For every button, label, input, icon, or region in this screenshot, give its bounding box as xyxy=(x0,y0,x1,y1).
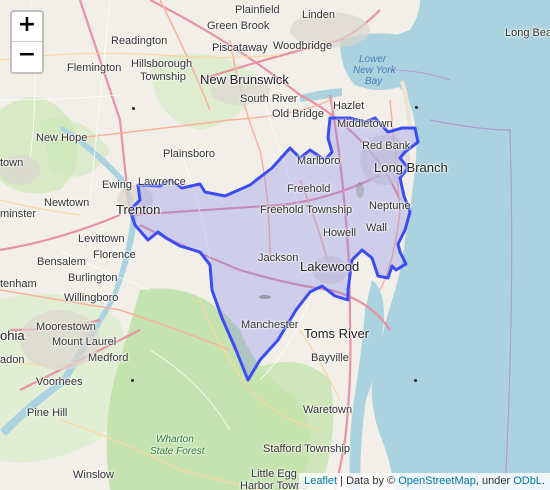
place-label: Long Beach xyxy=(505,27,550,39)
place-label: Harbor Towns xyxy=(240,480,308,490)
forest-label: Wharton xyxy=(156,434,194,445)
attribution-text: | Data by © xyxy=(337,474,399,487)
place-label: South River xyxy=(240,93,298,105)
place-dot xyxy=(415,106,418,109)
place-label: Pine Hill xyxy=(27,407,68,419)
place-label: Bensalem xyxy=(37,256,86,268)
place-label: Moorestown xyxy=(36,321,96,333)
place-label: Ewing xyxy=(102,179,132,191)
region-outline xyxy=(128,116,420,382)
place-label: Medford xyxy=(88,352,129,364)
place-label: Manchester xyxy=(241,319,299,331)
place-label: Florence xyxy=(93,249,136,261)
place-label: Wall xyxy=(366,222,387,234)
osm-link[interactable]: OpenStreetMap xyxy=(398,474,476,487)
zoom-out-button[interactable]: − xyxy=(12,42,42,72)
place-label: Linden xyxy=(302,9,336,21)
odbl-link[interactable]: ODbL xyxy=(513,474,542,487)
place-label: Howell xyxy=(323,227,357,239)
place-label: Marlboro xyxy=(297,155,341,167)
place-dot xyxy=(131,379,134,382)
place-label: New Brunswick xyxy=(200,72,289,87)
place-label: Stafford Township xyxy=(263,443,351,455)
place-label: Long Branch xyxy=(374,160,448,175)
place-label: Lawrence xyxy=(138,176,186,188)
place-label: Flemington xyxy=(67,62,122,74)
forest-label: State Forest xyxy=(150,446,205,457)
attribution-text: . xyxy=(541,474,545,487)
zoom-control: + − xyxy=(10,10,44,74)
place-label: Winslow xyxy=(73,469,114,481)
attribution-text: , under xyxy=(475,474,514,487)
place-label: Mount Laurel xyxy=(52,336,117,348)
place-label: Freehold xyxy=(287,183,331,195)
place-label: Levittown xyxy=(78,233,125,245)
place-label: Plainfield xyxy=(235,4,280,16)
place-label: Voorhees xyxy=(36,376,83,388)
place-label: Toms River xyxy=(304,326,370,341)
place-label: Red Bank xyxy=(362,140,411,152)
place-label: Piscataway xyxy=(212,42,268,54)
place-label: Township xyxy=(140,71,186,83)
place-label: Willingboro xyxy=(64,292,119,304)
place-label: Bayville xyxy=(311,352,349,364)
water-label: Lower xyxy=(359,54,387,65)
place-label: tenham xyxy=(0,278,37,290)
place-label: Old Bridge xyxy=(272,108,324,120)
place-label: ohia xyxy=(0,328,25,343)
place-label: Trenton xyxy=(116,202,161,217)
place-label: Hazlet xyxy=(333,100,365,112)
place-dot xyxy=(132,107,135,110)
place-label: Hillsborough xyxy=(131,58,193,70)
water-label: Bay xyxy=(365,76,383,87)
place-label: adon xyxy=(0,354,25,366)
place-label: Lakewood xyxy=(300,259,360,274)
place-label: Green Brook xyxy=(207,20,270,32)
place-label: Freehold Township xyxy=(260,204,353,216)
place-label: Jackson xyxy=(258,252,299,264)
place-label: Waretown xyxy=(303,404,353,416)
place-label: minster xyxy=(0,208,37,220)
zoom-in-button[interactable]: + xyxy=(12,12,42,42)
place-label: Woodbridge xyxy=(273,40,333,52)
place-label: Newtown xyxy=(44,197,90,209)
place-label: Middletown xyxy=(337,118,393,130)
place-label: Neptune xyxy=(369,200,411,212)
place-label: Burlington xyxy=(68,272,118,284)
place-dot xyxy=(414,379,417,382)
attribution: Leaflet | Data by © OpenStreetMap, under… xyxy=(299,472,550,490)
place-label: Readington xyxy=(111,35,168,47)
place-label: Little Egg xyxy=(251,468,297,480)
place-label: town xyxy=(0,157,24,169)
water-label: New York xyxy=(353,65,396,76)
place-label: New Hope xyxy=(36,132,88,144)
leaflet-link[interactable]: Leaflet xyxy=(304,474,338,487)
place-label: Plainsboro xyxy=(163,148,215,160)
